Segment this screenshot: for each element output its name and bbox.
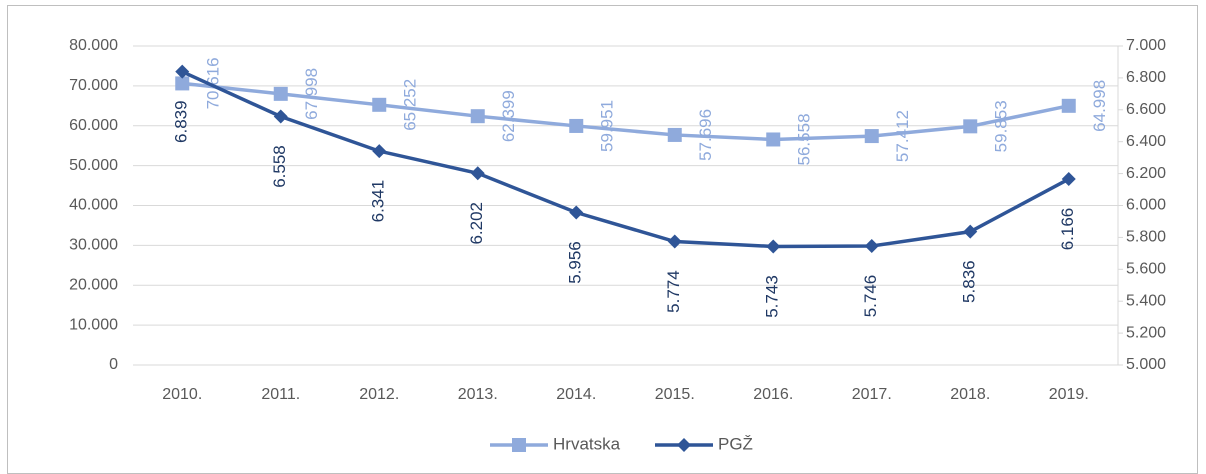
- y2-tick-label: 6.600: [1126, 101, 1166, 118]
- data-label: 5.774: [664, 270, 683, 313]
- data-label: 57.412: [893, 110, 912, 162]
- y2-tick-label: 6.800: [1126, 69, 1166, 86]
- data-label: 56.558: [795, 113, 814, 165]
- legend-label: PGŽ: [718, 434, 753, 453]
- series-line: [182, 81, 1070, 142]
- data-point: [766, 132, 781, 147]
- data-point: [1061, 172, 1076, 187]
- data-point: [864, 129, 879, 144]
- x-tick-label: 2010.: [162, 386, 202, 403]
- x-tick-label: 2014.: [556, 386, 596, 403]
- data-point: [1061, 98, 1076, 113]
- data-point: [569, 205, 584, 220]
- x-tick-label: 2013.: [458, 386, 498, 403]
- x-tick-label: 2012.: [359, 386, 399, 403]
- y-tick-label: 50.000: [69, 157, 118, 174]
- data-label: 57.696: [696, 109, 715, 161]
- series-line: [181, 70, 1070, 249]
- x-tick-label: 2015.: [655, 386, 695, 403]
- data-point: [273, 109, 288, 124]
- y-tick-label: 80.000: [69, 37, 118, 54]
- data-label: 65.252: [401, 79, 420, 131]
- data-point: [963, 224, 978, 239]
- data-label: 59.951: [598, 100, 617, 152]
- data-point: [963, 119, 978, 134]
- data-label: 64.998: [1090, 80, 1109, 132]
- data-label: 5.836: [960, 260, 979, 303]
- data-label: 70.616: [204, 57, 223, 109]
- y-tick-label: 30.000: [69, 237, 118, 254]
- x-tick-label: 2018.: [950, 386, 990, 403]
- data-point: [470, 109, 485, 124]
- data-label: 5.746: [861, 275, 880, 318]
- x-tick-label: 2016.: [753, 386, 793, 403]
- data-point: [766, 239, 781, 254]
- data-label: 62.399: [499, 90, 518, 142]
- data-point: [864, 239, 879, 254]
- chart-frame: [7, 5, 1198, 474]
- data-label: 5.743: [763, 275, 782, 318]
- y-tick-label: 40.000: [69, 197, 118, 214]
- data-label: 6.341: [369, 180, 388, 223]
- data-point: [372, 144, 387, 159]
- y2-tick-label: 5.600: [1126, 261, 1166, 278]
- y2-tick-label: 6.200: [1126, 165, 1166, 182]
- data-label: 67.998: [302, 68, 321, 120]
- legend-label: Hrvatska: [553, 434, 621, 453]
- x-tick-label: 2017.: [852, 386, 892, 403]
- y-tick-label: 10.000: [69, 316, 118, 333]
- data-label: 6.558: [270, 145, 289, 188]
- data-point: [175, 76, 190, 91]
- y2-tick-label: 7.000: [1126, 37, 1166, 54]
- y2-tick-label: 6.000: [1126, 197, 1166, 214]
- data-point: [667, 234, 682, 249]
- x-tick-label: 2011.: [261, 386, 300, 403]
- y-tick-label: 70.000: [69, 77, 118, 94]
- data-point: [175, 64, 190, 79]
- data-point: [667, 127, 682, 142]
- y2-tick-label: 5.000: [1126, 356, 1166, 373]
- data-point: [470, 166, 485, 181]
- data-label: 59.853: [992, 100, 1011, 152]
- data-label: 5.956: [566, 241, 585, 284]
- legend-marker: [512, 438, 526, 452]
- x-tick-label: 2019.: [1049, 386, 1089, 403]
- y-tick-label: 0: [109, 356, 118, 373]
- data-label: 6.202: [467, 202, 486, 245]
- y-tick-label: 60.000: [69, 117, 118, 134]
- data-label: 6.839: [172, 100, 191, 143]
- data-label: 6.166: [1058, 208, 1077, 251]
- y2-tick-label: 5.400: [1126, 292, 1166, 309]
- y2-tick-label: 5.800: [1126, 229, 1166, 246]
- data-point: [569, 118, 584, 133]
- data-point: [273, 86, 288, 101]
- legend-marker: [677, 438, 691, 452]
- y2-tick-label: 6.400: [1126, 133, 1166, 150]
- y2-tick-label: 5.200: [1126, 324, 1166, 341]
- y-tick-label: 20.000: [69, 276, 118, 293]
- data-point: [372, 97, 387, 112]
